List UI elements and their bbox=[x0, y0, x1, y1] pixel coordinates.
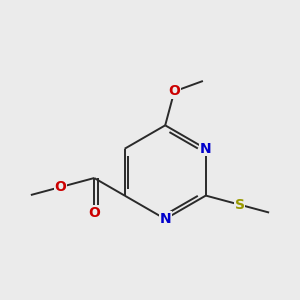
Text: O: O bbox=[54, 180, 66, 194]
Text: S: S bbox=[235, 198, 245, 212]
Text: N: N bbox=[159, 212, 171, 226]
Text: O: O bbox=[168, 84, 180, 98]
Text: O: O bbox=[88, 206, 100, 220]
Text: N: N bbox=[200, 142, 212, 156]
